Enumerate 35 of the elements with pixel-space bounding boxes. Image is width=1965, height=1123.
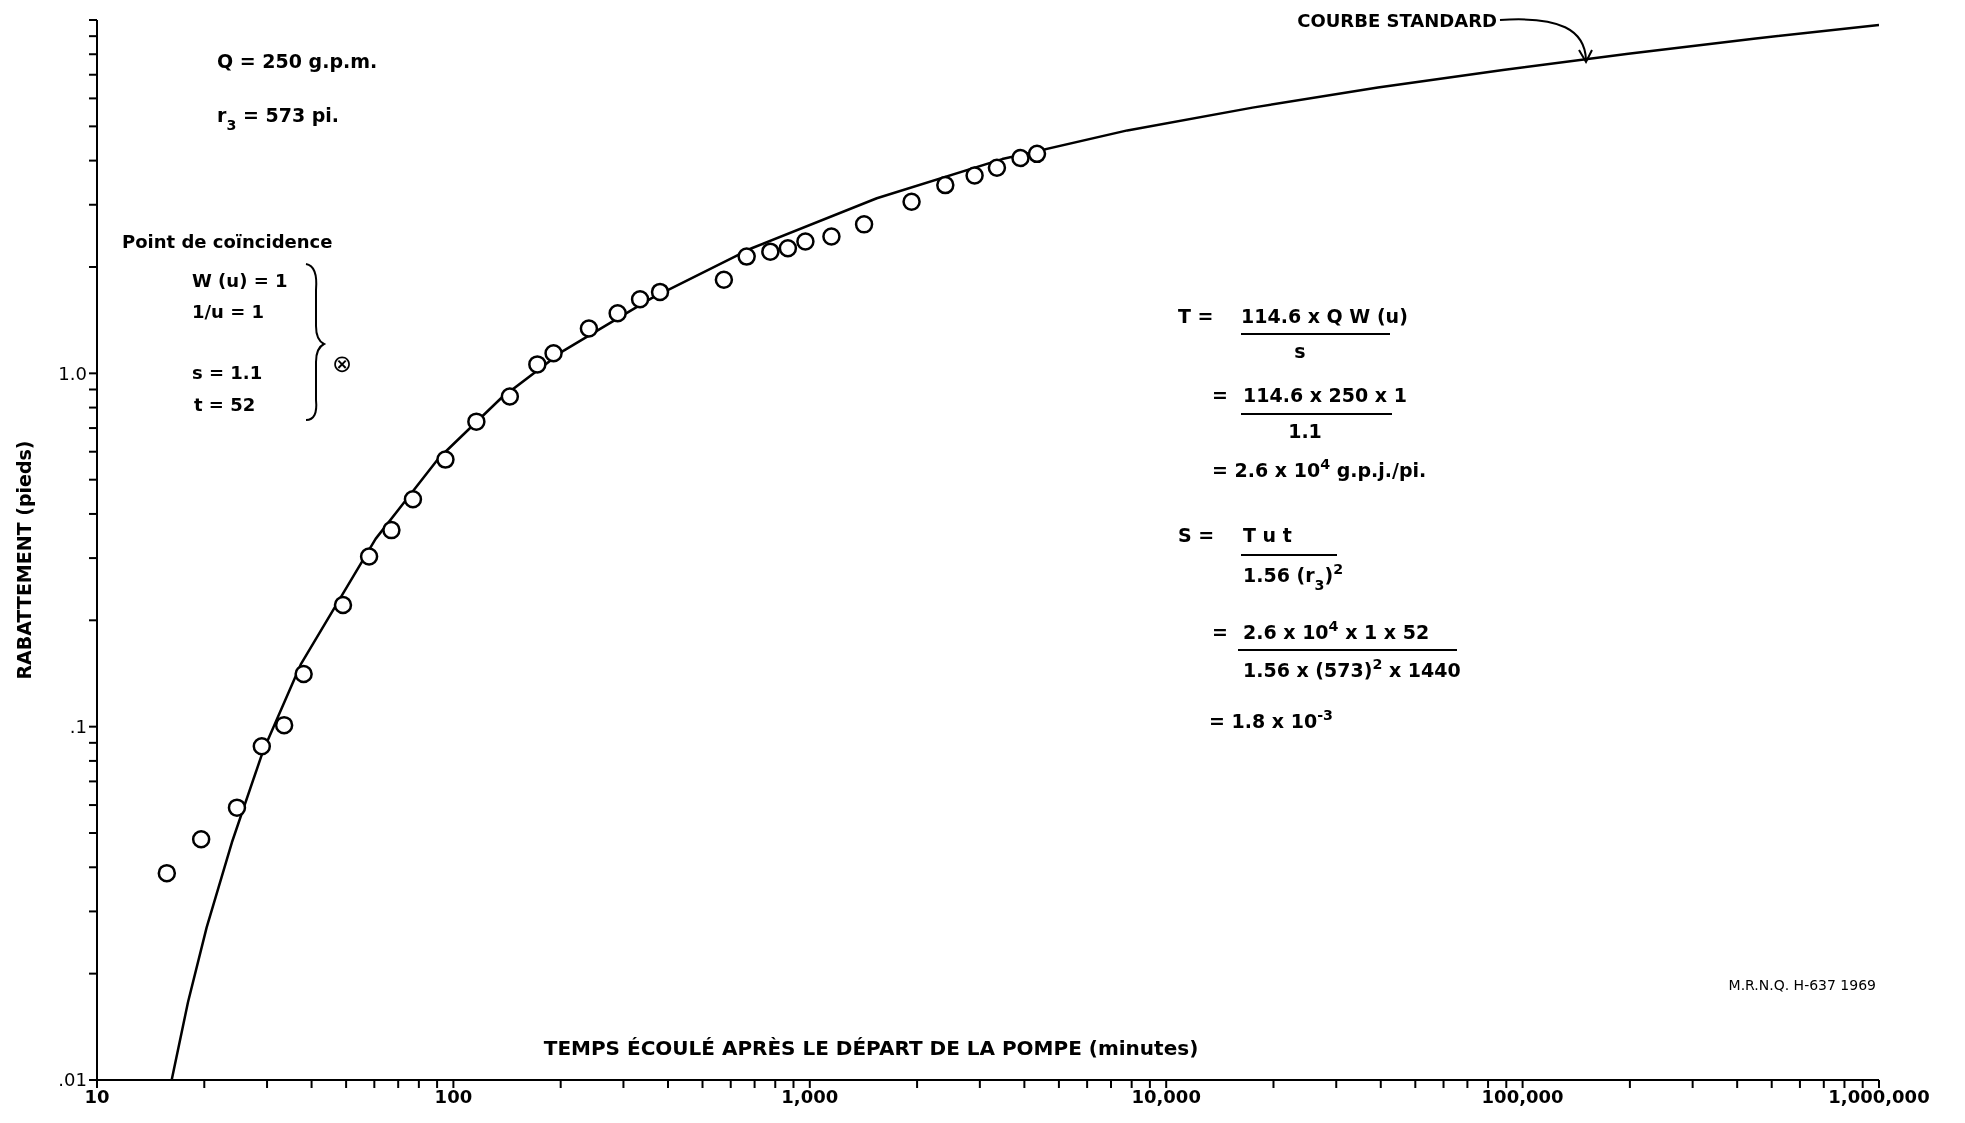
annotation: t = 52 (194, 394, 256, 415)
annotation: s = 1.1 (192, 362, 263, 383)
annotation: 1.56 (r$_{3}$)$^{2}$ (1243, 561, 1344, 593)
annotation: = (1212, 384, 1228, 406)
annotation: = (1212, 621, 1228, 643)
annotation: 2.6 x 10$^{4}$ x 1 x 52 (1243, 618, 1430, 643)
annotation: 1.56 x (573)$^{2}$ x 1440 (1243, 656, 1461, 681)
annotation: M.R.N.Q. H-637 1969 (1728, 977, 1876, 993)
annotation: s (1294, 340, 1306, 362)
annotation: ⊗ (331, 350, 353, 378)
text: COURBE STANDARD (1297, 10, 1497, 31)
annotation: 114.6 x Q W (u) (1241, 305, 1408, 327)
x-tick-label: 100 (434, 1085, 473, 1107)
annotation: = 2.6 x 10$^{4}$ g.p.j./pi. (1212, 456, 1427, 481)
x-tick-label: 10,000 (1131, 1085, 1201, 1107)
x-axis-title: TEMPS ÉCOULÉ APRÈS LE DÉPART DE LA POMPE (minutes) (543, 1036, 1199, 1060)
annotation: T = (1178, 305, 1214, 327)
annotation: 1.1 (1288, 420, 1322, 442)
y-tick-label: .1 (69, 716, 87, 738)
x-tick-label: 1,000 (781, 1085, 839, 1107)
annotation: W (u) = 1 (192, 270, 288, 291)
annotation: Q = 250 g.p.m. (217, 50, 378, 72)
annotation: 114.6 x 250 x 1 (1243, 384, 1407, 406)
x-tick-label: 10 (84, 1085, 110, 1107)
y-tick-label: 1.0 (58, 362, 87, 384)
annotation: S = (1178, 524, 1215, 546)
annotation: 1/u = 1 (192, 301, 265, 322)
annotation: r$_{3}$ = 573 pi. (217, 104, 340, 133)
annotation: = 1.8 x 10$^{-3}$ (1209, 707, 1333, 732)
annotation: T u t (1243, 524, 1292, 546)
y-axis-title: RABATTEMENT (pieds) (12, 440, 35, 680)
annotation: Point de coïncidence (122, 231, 333, 252)
x-tick-label: 100,000 (1481, 1085, 1564, 1107)
x-tick-label: 1,000,000 (1828, 1085, 1930, 1107)
y-tick-label: .01 (58, 1069, 87, 1091)
